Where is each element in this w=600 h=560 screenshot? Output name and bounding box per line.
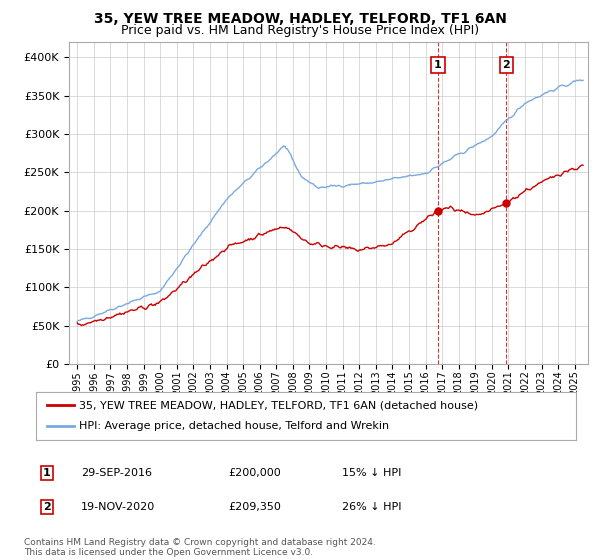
Text: 29-SEP-2016: 29-SEP-2016 bbox=[81, 468, 152, 478]
Text: 1: 1 bbox=[43, 468, 50, 478]
Text: 15% ↓ HPI: 15% ↓ HPI bbox=[342, 468, 401, 478]
Text: 35, YEW TREE MEADOW, HADLEY, TELFORD, TF1 6AN: 35, YEW TREE MEADOW, HADLEY, TELFORD, TF… bbox=[94, 12, 506, 26]
Text: 35, YEW TREE MEADOW, HADLEY, TELFORD, TF1 6AN (detached house): 35, YEW TREE MEADOW, HADLEY, TELFORD, TF… bbox=[79, 400, 478, 410]
Text: 2: 2 bbox=[43, 502, 50, 512]
Text: 19-NOV-2020: 19-NOV-2020 bbox=[81, 502, 155, 512]
Text: £209,350: £209,350 bbox=[228, 502, 281, 512]
Text: 2: 2 bbox=[503, 60, 510, 70]
Text: Contains HM Land Registry data © Crown copyright and database right 2024.
This d: Contains HM Land Registry data © Crown c… bbox=[24, 538, 376, 557]
Text: Price paid vs. HM Land Registry's House Price Index (HPI): Price paid vs. HM Land Registry's House … bbox=[121, 24, 479, 37]
Text: £200,000: £200,000 bbox=[228, 468, 281, 478]
Text: HPI: Average price, detached house, Telford and Wrekin: HPI: Average price, detached house, Telf… bbox=[79, 421, 389, 431]
Text: 26% ↓ HPI: 26% ↓ HPI bbox=[342, 502, 401, 512]
Text: 1: 1 bbox=[434, 60, 442, 70]
